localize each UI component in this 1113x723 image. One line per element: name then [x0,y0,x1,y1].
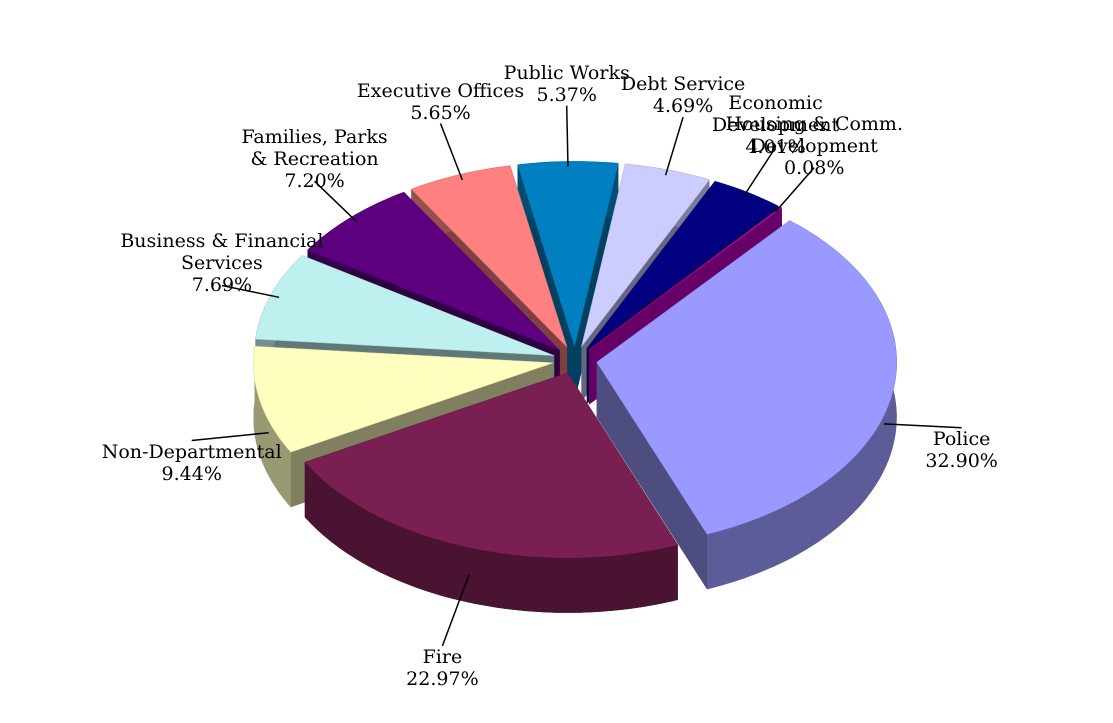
slice-top [586,180,779,349]
slice-rim [253,346,291,508]
leader-line [191,431,269,442]
slice-label: Fire 22.97% [406,646,478,690]
slice-top [596,220,897,535]
value-label: 4.01% [745,136,806,159]
slice-label: Public Works 5.37% [504,62,630,106]
slice-label: Non-Departmental 9.44% [102,441,282,485]
pie-slice [596,220,897,590]
leader-line [883,423,962,429]
leader-line [664,116,684,176]
value-label: 7.69% [191,274,253,297]
slice-top [581,163,710,348]
slice-top [307,191,560,351]
leader-line [313,180,358,223]
pie-slice [304,372,679,613]
category-name: Police [932,427,991,450]
value-label: 4.69% [652,95,714,118]
slice-label: Business & Financial Services 7.69% [120,230,323,296]
leader-line [221,284,280,299]
slice-top [410,165,568,348]
leader-line [439,123,463,181]
category-name: Public Works [503,61,630,84]
leader-line [441,574,470,647]
category-name: Fire [422,645,463,668]
slice-side [596,362,707,590]
slice-label: Economic Development 4.01% [712,92,839,158]
category-name: Debt Service [620,73,746,96]
slice-label: Housing & Comm. Development 0.08% [725,113,903,179]
leader-line [565,105,569,168]
value-label: 0.08% [784,156,845,179]
value-label: 5.37% [536,83,597,106]
slice-top [588,206,783,350]
slice-top [304,372,679,559]
slice-label: Families, Parks & Recreation 7.20% [241,126,387,192]
value-label: 22.97% [406,667,479,690]
category-name: Executive Offices [356,79,525,102]
value-label: 7.20% [284,170,345,193]
slice-label: Police 32.90% [925,428,997,472]
leader-line [775,167,815,213]
category-name: Business & Financial Services [120,230,324,275]
category-name: Housing & Comm. Development [725,112,903,157]
slice-top [253,346,554,453]
slice-rim [304,462,678,613]
category-name: Non-Departmental [101,440,282,463]
category-name: Families, Parks & Recreation [241,126,388,171]
slice-label: Executive Offices 5.65% [357,80,524,124]
category-name: Economic Development [711,92,840,137]
value-label: 5.65% [410,101,471,124]
slice-label: Debt Service 4.69% [621,73,745,117]
value-label: 32.90% [925,449,998,472]
value-label: 9.44% [161,462,222,485]
leader-line [742,146,777,198]
